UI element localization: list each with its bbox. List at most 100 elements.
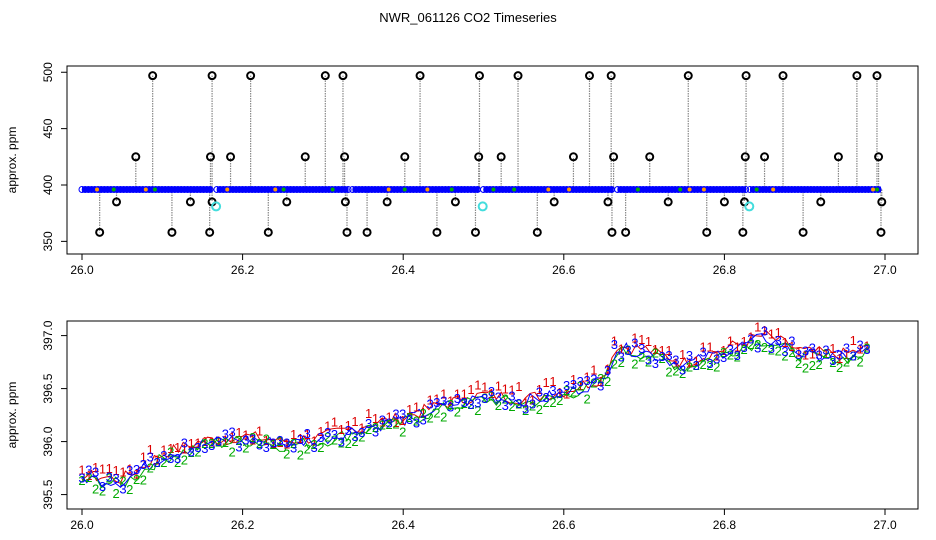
series-point-1: 1	[386, 409, 393, 424]
series-point-2: 2	[249, 430, 256, 445]
spike-point	[470, 227, 480, 237]
series-point-1: 1	[92, 460, 99, 475]
series-point-3: 3	[126, 463, 133, 478]
series-point-1: 1	[645, 334, 652, 349]
series-point-2: 2	[645, 354, 652, 369]
series-point-3: 3	[638, 341, 645, 356]
top-y-axis: 350 400 450 500	[41, 62, 67, 251]
spike-point	[609, 152, 619, 162]
series-point-2: 2	[734, 349, 741, 364]
spike-point	[496, 152, 506, 162]
series-point-3: 3	[652, 356, 659, 371]
baseline-speck	[281, 187, 286, 192]
series-point-2: 2	[194, 444, 201, 459]
series-point-2: 2	[242, 440, 249, 455]
series-point-1: 1	[379, 415, 386, 430]
x-tick-label: 26.0	[70, 518, 94, 532]
baseline-speck	[386, 187, 391, 192]
series-point-3: 3	[802, 343, 809, 358]
series-point-2: 2	[269, 437, 276, 452]
series-point-2: 2	[106, 470, 113, 485]
series-point-1: 1	[249, 433, 256, 448]
spike-point	[340, 152, 350, 162]
series-point-1: 1	[631, 331, 638, 346]
series-point-1: 1	[99, 462, 106, 477]
x-tick-label: 26.2	[231, 263, 255, 277]
series-point-3: 3	[583, 373, 590, 388]
series-point-2: 2	[167, 444, 174, 459]
series-point-3: 3	[331, 427, 338, 442]
series-point-1: 1	[549, 374, 556, 389]
series-point-3: 3	[447, 399, 454, 414]
series-point-3: 3	[788, 334, 795, 349]
series-point-1: 1	[809, 347, 816, 362]
x-tick-label: 26.6	[552, 518, 576, 532]
baseline-speck	[567, 187, 572, 192]
series-point-3: 3	[556, 386, 563, 401]
baseline-point	[203, 186, 211, 194]
baseline-point	[604, 186, 612, 194]
series-point-3: 3	[570, 377, 577, 392]
series-point-1: 1	[515, 379, 522, 394]
baseline-speck	[402, 187, 407, 192]
series-point-1: 1	[734, 340, 741, 355]
spike-point	[112, 197, 122, 207]
series-point-1: 1	[454, 387, 461, 402]
series-point-1: 1	[256, 424, 263, 439]
spike-point	[778, 71, 788, 81]
series-point-2: 2	[426, 410, 433, 425]
series-point-2: 2	[768, 343, 775, 358]
series-point-1: 1	[351, 414, 358, 429]
series-point-1: 1	[556, 385, 563, 400]
series-point-2: 2	[583, 392, 590, 407]
series-point-1: 1	[229, 430, 236, 445]
series-point-3: 3	[604, 363, 611, 378]
spike-point	[876, 227, 886, 237]
series-point-3: 3	[713, 351, 720, 366]
baseline-point	[470, 186, 478, 194]
series-point-3: 3	[426, 397, 433, 412]
y-tick-label: 397.0	[41, 320, 55, 350]
series-point-3: 3	[495, 389, 502, 404]
series-point-2: 2	[638, 350, 645, 365]
y-tick-label: 396.5	[41, 373, 55, 403]
spike-point	[741, 71, 751, 81]
bottom-y-axis-title: approx. ppm	[5, 382, 19, 449]
series-point-2: 2	[856, 354, 863, 369]
series-point-1: 1	[822, 346, 829, 361]
spike-point	[607, 227, 617, 237]
spike-point	[95, 227, 105, 237]
series-point-3: 3	[543, 390, 550, 405]
series-point-3: 3	[283, 435, 290, 450]
series-point-2: 2	[208, 436, 215, 451]
baseline-point	[344, 186, 352, 194]
series-point-1: 1	[536, 382, 543, 397]
series-point-1: 1	[85, 468, 92, 483]
series-point-2: 2	[843, 355, 850, 370]
series-point-2: 2	[229, 444, 236, 459]
series-point-3: 3	[829, 353, 836, 368]
series-point-3: 3	[269, 435, 276, 450]
series-point-3: 3	[863, 342, 870, 357]
series-point-1: 1	[720, 343, 727, 358]
x-tick-label: 26.4	[392, 263, 416, 277]
series-point-2: 2	[665, 365, 672, 380]
x-tick-label: 26.8	[713, 518, 737, 532]
series-point-3: 3	[392, 407, 399, 422]
series-point-3: 3	[208, 438, 215, 453]
series-point-3: 3	[263, 440, 270, 455]
series-point-2: 2	[700, 357, 707, 372]
baseline-speck	[754, 187, 759, 192]
series-point-2: 2	[740, 342, 747, 357]
series-point-3: 3	[549, 383, 556, 398]
baseline-point	[341, 186, 349, 194]
series-point-1: 1	[638, 332, 645, 347]
spike-point	[852, 71, 862, 81]
series-point-1: 1	[242, 428, 249, 443]
series-point-3: 3	[345, 423, 352, 438]
series-point-3: 3	[529, 396, 536, 411]
y-tick-label: 450	[41, 118, 55, 138]
series-point-1: 1	[201, 434, 208, 449]
series-point-3: 3	[768, 341, 775, 356]
series-point-3: 3	[379, 413, 386, 428]
